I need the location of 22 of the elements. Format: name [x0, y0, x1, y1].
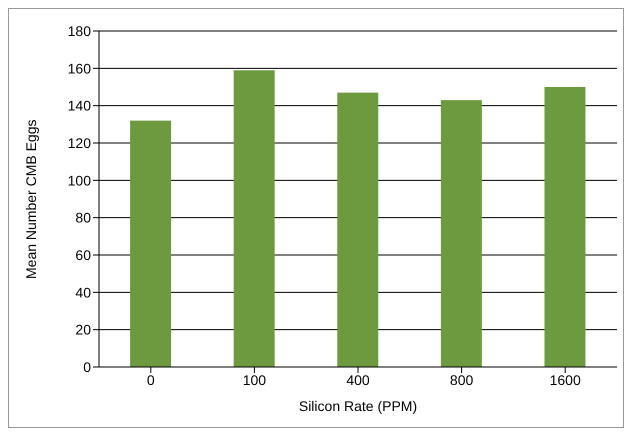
y-tick-label: 60	[75, 246, 92, 263]
y-tick-label: 80	[75, 210, 92, 226]
bar	[130, 120, 172, 367]
y-tick-label: 100	[68, 172, 92, 188]
y-tick-label: 180	[68, 22, 92, 39]
y-tick-label: 120	[68, 134, 92, 151]
x-tick-label: 1600	[550, 372, 581, 388]
y-tick-label: 140	[68, 98, 92, 114]
bar	[337, 92, 378, 367]
bar	[544, 87, 586, 367]
x-tick-label: 0	[146, 372, 155, 388]
x-axis-title: Silicon Rate (PPM)	[298, 398, 418, 414]
y-tick-label: 20	[75, 322, 92, 338]
x-tick-label: 100	[242, 372, 266, 388]
x-tick-label: 400	[346, 372, 370, 388]
y-axis-title: Mean Number CMB Eggs	[22, 119, 39, 279]
y-tick-label: 0	[83, 358, 92, 375]
y-tick-label: 160	[68, 60, 92, 76]
x-tick-label: 800	[450, 372, 474, 388]
y-tick-label: 40	[75, 284, 92, 300]
bar	[440, 100, 482, 367]
bar	[234, 70, 275, 367]
